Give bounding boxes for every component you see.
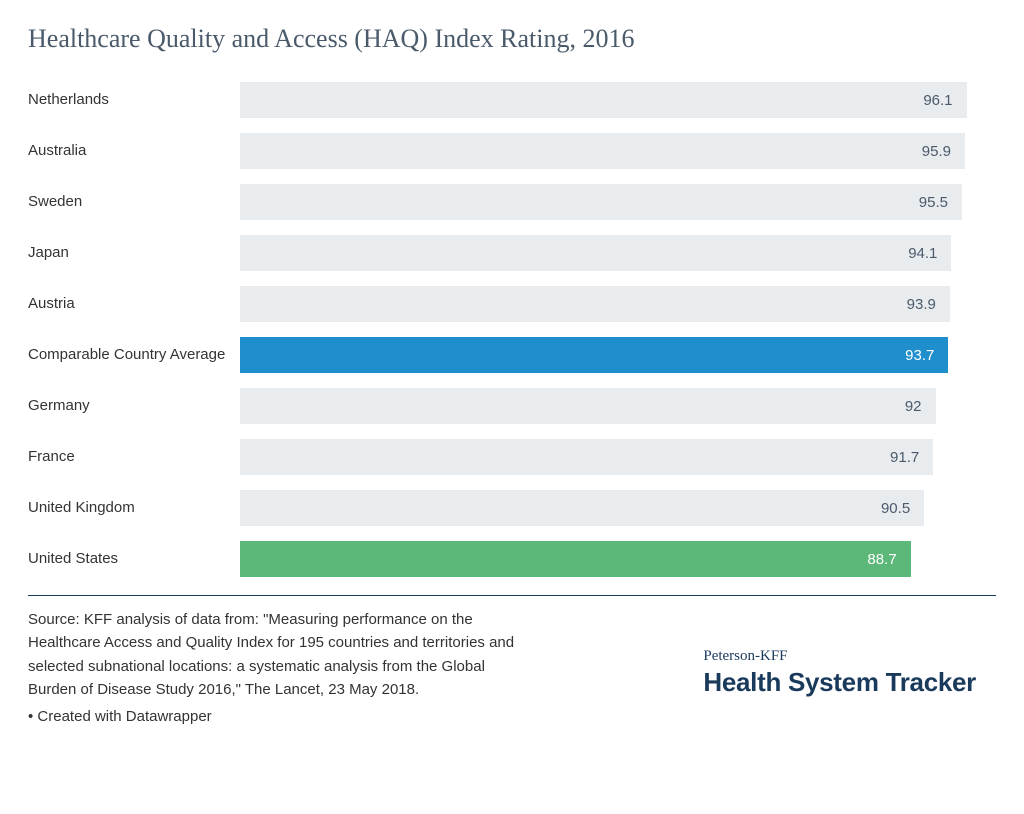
logo-main-line: Health System Tracker xyxy=(703,667,976,698)
bar-chart: Netherlands 96.1 Australia 95.9 Sweden 95.5 Ja… xyxy=(28,82,996,577)
bar-track: 95.5 xyxy=(240,184,996,220)
source-divider xyxy=(28,595,996,596)
chart-row: Comparable Country Average 93.7 xyxy=(28,337,996,373)
bar: 90.5 xyxy=(240,490,924,526)
bar-track: 96.1 xyxy=(240,82,996,118)
bar-value: 93.9 xyxy=(907,296,936,313)
bar-value: 91.7 xyxy=(890,449,919,466)
bar: 93.7 xyxy=(240,337,948,373)
bar: 96.1 xyxy=(240,82,967,118)
bar-value: 95.9 xyxy=(922,143,951,160)
source-text: Source: KFF analysis of data from: "Meas… xyxy=(28,608,528,701)
bar-track: 90.5 xyxy=(240,490,996,526)
bar-track: 92 xyxy=(240,388,996,424)
row-label: Japan xyxy=(28,244,240,262)
bar-track: 93.7 xyxy=(240,337,996,373)
bar: 88.7 xyxy=(240,541,911,577)
row-label: Comparable Country Average xyxy=(28,346,240,364)
chart-row: United States 88.7 xyxy=(28,541,996,577)
bar-value: 90.5 xyxy=(881,500,910,517)
bar-value: 94.1 xyxy=(908,245,937,262)
chart-row: Austria 93.9 xyxy=(28,286,996,322)
chart-row: Sweden 95.5 xyxy=(28,184,996,220)
bar-track: 88.7 xyxy=(240,541,996,577)
bar-track: 95.9 xyxy=(240,133,996,169)
bar-value: 88.7 xyxy=(867,551,896,568)
chart-row: Australia 95.9 xyxy=(28,133,996,169)
bar-track: 91.7 xyxy=(240,439,996,475)
footer: Source: KFF analysis of data from: "Meas… xyxy=(28,608,996,728)
row-label: Austria xyxy=(28,295,240,313)
created-with: • Created with Datawrapper xyxy=(28,705,528,728)
bar-value: 96.1 xyxy=(923,92,952,109)
bar: 95.5 xyxy=(240,184,962,220)
row-label: United Kingdom xyxy=(28,499,240,517)
row-label: Australia xyxy=(28,142,240,160)
row-label: Netherlands xyxy=(28,91,240,109)
bar-track: 93.9 xyxy=(240,286,996,322)
bar: 94.1 xyxy=(240,235,951,271)
bar-value: 95.5 xyxy=(919,194,948,211)
logo-top-line: Peterson-KFF xyxy=(703,648,976,665)
bar-track: 94.1 xyxy=(240,235,996,271)
chart-row: Netherlands 96.1 xyxy=(28,82,996,118)
row-label: Germany xyxy=(28,397,240,415)
logo: Peterson-KFF Health System Tracker xyxy=(703,648,976,698)
bar: 93.9 xyxy=(240,286,950,322)
chart-title: Healthcare Quality and Access (HAQ) Inde… xyxy=(28,24,996,54)
bar: 91.7 xyxy=(240,439,933,475)
bar: 95.9 xyxy=(240,133,965,169)
row-label: France xyxy=(28,448,240,466)
source-block: Source: KFF analysis of data from: "Meas… xyxy=(28,608,528,728)
chart-row: Germany 92 xyxy=(28,388,996,424)
bar-value: 93.7 xyxy=(905,347,934,364)
chart-row: United Kingdom 90.5 xyxy=(28,490,996,526)
bar-value: 92 xyxy=(905,398,922,415)
chart-row: France 91.7 xyxy=(28,439,996,475)
chart-row: Japan 94.1 xyxy=(28,235,996,271)
row-label: Sweden xyxy=(28,193,240,211)
row-label: United States xyxy=(28,550,240,568)
bar: 92 xyxy=(240,388,936,424)
